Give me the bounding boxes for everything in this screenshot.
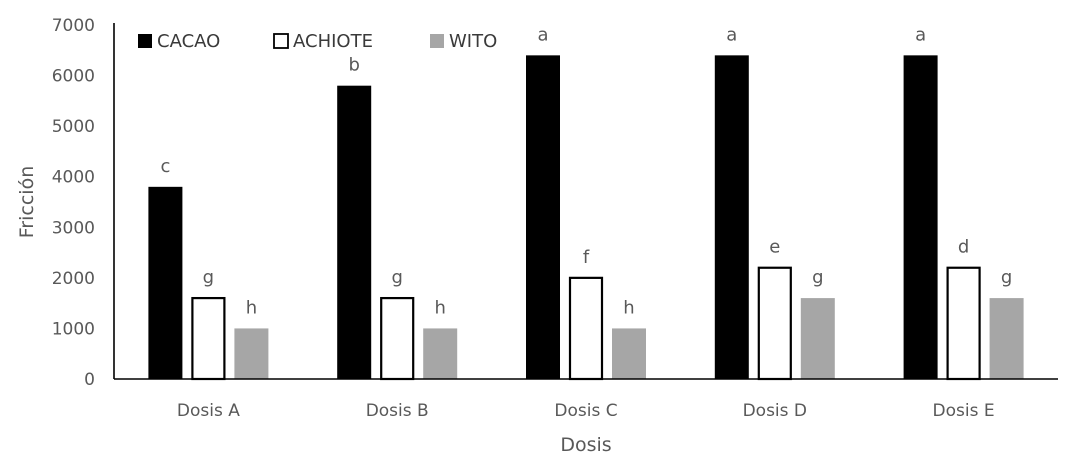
bar-letter-label: h [623, 297, 634, 318]
x-category-label: Dosis E [933, 401, 995, 421]
y-tick-label: 2000 [52, 269, 95, 289]
bar-letter-label: d [958, 237, 969, 258]
bar-letter-label: a [537, 24, 548, 45]
y-tick-label: 6000 [52, 67, 95, 87]
bars [148, 55, 1024, 381]
bar-achiote-dosis-d [757, 266, 792, 381]
bar-achiote-dosis-a [191, 296, 226, 381]
legend-swatch [273, 33, 289, 49]
legend-item-achiote: ACHIOTE [273, 31, 373, 52]
bar-letter-label: f [583, 247, 590, 268]
x-category-label: Dosis A [177, 401, 240, 421]
bar-letter-label: b [348, 55, 359, 76]
bar-wito-dosis-b [423, 328, 458, 379]
bar-achiote-dosis-b [380, 296, 415, 381]
bar-letter-label: e [769, 237, 780, 258]
legend-item-wito: WITO [430, 31, 497, 52]
y-tick-label: 4000 [52, 168, 95, 188]
x-axis-title: Dosis [560, 434, 611, 456]
bar-cacao-dosis-d [714, 55, 749, 379]
bar-letter-label: g [203, 267, 214, 288]
bar-letter-label: g [1001, 267, 1012, 288]
x-axis-category-labels: Dosis A Dosis B Dosis C Dosis D Dosis E [177, 401, 995, 421]
bar-letter-label: a [726, 24, 737, 45]
x-category-label: Dosis C [554, 401, 617, 421]
legend-swatch [430, 34, 444, 48]
bar-letter-label: h [246, 297, 257, 318]
y-tick-label: 7000 [52, 16, 95, 36]
bar-letter-label: h [434, 297, 445, 318]
bar-cacao-dosis-a [148, 186, 183, 379]
x-category-label: Dosis D [743, 401, 807, 421]
legend-swatch [138, 34, 152, 48]
y-tick-label: 0 [84, 370, 95, 390]
bar-wito-dosis-a [234, 328, 269, 379]
bar-wito-dosis-c [612, 328, 646, 379]
legend-label: CACAO [157, 31, 220, 52]
bar-cacao-dosis-b [337, 85, 372, 379]
y-tick-label: 1000 [52, 319, 95, 339]
legend: CACAO ACHIOTE WITO [138, 31, 497, 52]
bar-achiote-dosis-e [946, 266, 981, 381]
bar-letter-label: c [160, 156, 170, 177]
y-tick-label: 3000 [52, 218, 95, 238]
bar-cacao-dosis-e [903, 55, 938, 379]
legend-item-cacao: CACAO [138, 31, 220, 52]
bar-achiote-dosis-c [568, 276, 604, 381]
bar-letter-labels: c b a a a g g f e d h h h g g [160, 24, 1012, 318]
y-axis-title: Fricción [16, 166, 38, 238]
bar-wito-dosis-e [989, 298, 1024, 379]
bar-cacao-dosis-c [526, 55, 560, 379]
legend-label: ACHIOTE [293, 31, 373, 52]
legend-label: WITO [449, 31, 497, 52]
bar-letter-label: g [812, 267, 823, 288]
bar-letter-label: g [391, 267, 402, 288]
y-tick-label: 5000 [52, 117, 95, 137]
x-category-label: Dosis B [366, 401, 429, 421]
bar-letter-label: a [915, 24, 926, 45]
y-axis-ticks: 0 1000 2000 3000 4000 5000 6000 7000 [52, 16, 95, 390]
bar-wito-dosis-d [800, 298, 835, 379]
